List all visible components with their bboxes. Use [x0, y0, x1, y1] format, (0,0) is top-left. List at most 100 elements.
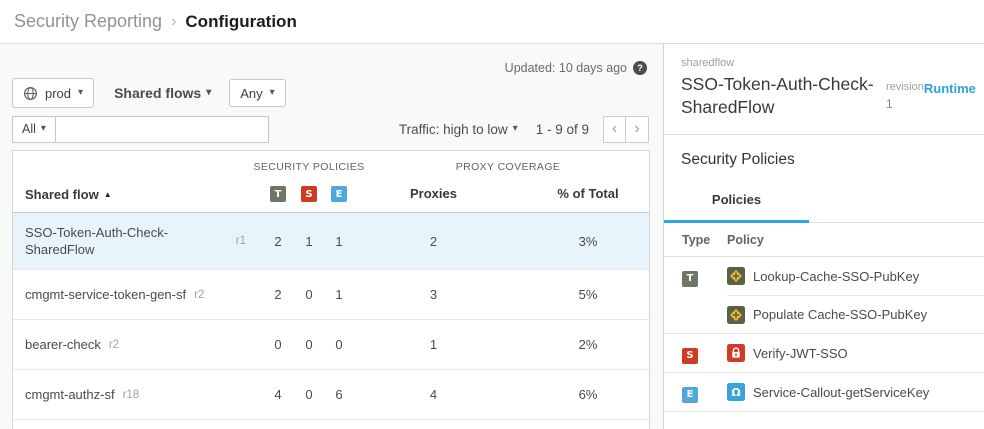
e-count: 0: [335, 337, 343, 352]
search-input[interactable]: [55, 116, 268, 142]
revision-caption: revision: [886, 81, 924, 93]
traffic-sort-label: Traffic: high to low: [398, 121, 508, 137]
policy-name: Verify-JWT-SSO: [753, 345, 848, 361]
report-list-panel: Updated: 10 days ago ? prod ▾ Shared flo…: [0, 44, 663, 429]
proxies-count: 3: [429, 287, 438, 302]
environment-value: prod: [45, 85, 72, 101]
any-filter-label: Any: [240, 85, 263, 101]
chevron-down-icon: ▾: [40, 123, 46, 134]
environment-dropdown[interactable]: prod ▾: [12, 78, 95, 108]
t-count: 4: [274, 387, 282, 402]
search-scope-label: All: [22, 122, 36, 136]
t-count: 2: [274, 233, 282, 249]
revision-label: r2: [108, 338, 120, 351]
table-row[interactable]: bearer-check r2 0 0 0 1 2%: [13, 320, 649, 370]
revision-value: 1: [886, 97, 893, 111]
search-scope-dropdown[interactable]: All ▾: [13, 116, 56, 142]
chevron-down-icon: ▾: [78, 87, 84, 98]
policy-name: Lookup-Cache-SSO-PubKey: [753, 268, 920, 284]
pct-of-total: 6%: [578, 387, 598, 402]
shared-flow-name: cmgmt-service-token-gen-sf: [25, 287, 187, 302]
e-count: 1: [335, 287, 343, 302]
policy-name: Populate Cache-SSO-PubKey: [753, 307, 928, 322]
revision-label: r1: [235, 235, 246, 247]
policy-group: T Lookup-Cache-SSO-PubKey: [664, 257, 984, 334]
extension-badge-icon: E: [331, 186, 347, 202]
table-row[interactable]: cmgmt-authz-sf r18 4 0 6 4 6%: [13, 370, 649, 420]
lock-policy-icon: [727, 344, 745, 362]
entity-type-label: Shared flows: [114, 85, 202, 101]
proxies-count: 2: [429, 233, 438, 249]
search-combo: All ▾: [12, 115, 269, 143]
policy-row: Ω Service-Callout-getServiceKey: [727, 373, 984, 411]
s-count: 0: [305, 337, 313, 352]
breadcrumb: Security Reporting › Configuration: [0, 0, 984, 44]
table-row[interactable]: SSO-Token-Auth-Check-SharedFlow r1 2 1 1…: [13, 213, 649, 270]
traffic-sort-dropdown[interactable]: Traffic: high to low ▾: [399, 122, 518, 137]
column-pct-of-total: % of Total: [557, 186, 619, 201]
t-count: 0: [274, 337, 282, 352]
extension-badge-icon: E: [682, 386, 698, 403]
svg-text:Ω: Ω: [731, 386, 741, 399]
breadcrumb-parent-link[interactable]: Security Reporting: [14, 11, 163, 31]
breadcrumb-separator: ›: [171, 13, 177, 30]
detail-panel: sharedflow SSO-Token-Auth-Check-SharedFl…: [663, 44, 984, 429]
pct-of-total: 5%: [578, 287, 598, 302]
shared-flows-table: SECURITY POLICIES PROXY COVERAGE Shared …: [12, 150, 650, 429]
security-badge-icon: S: [682, 347, 698, 364]
traffic-mgmt-badge-icon: T: [682, 270, 698, 287]
next-page-button[interactable]: ›: [626, 115, 649, 143]
detail-tabs: Policies: [664, 186, 984, 223]
policy-group: E Ω Service-Callout-getServiceKey: [664, 373, 984, 412]
policy-row: Verify-JWT-SSO: [727, 334, 984, 372]
column-shared-flow[interactable]: Shared flow: [25, 186, 99, 202]
security-policies-group-header: SECURITY POLICIES: [253, 161, 365, 173]
pct-of-total: 2%: [578, 337, 598, 352]
e-count: 6: [335, 387, 343, 402]
pagination-controls: ‹ ›: [603, 115, 649, 143]
security-badge-icon: S: [301, 186, 317, 202]
any-filter-dropdown[interactable]: Any ▾: [229, 79, 286, 107]
chevron-down-icon: ▾: [269, 87, 275, 98]
globe-icon: [23, 86, 38, 100]
revision-label: r18: [122, 388, 140, 401]
table-row[interactable]: cmgmt-service-token-gen-sf r2 2 0 1 3 5%: [13, 270, 649, 320]
proxies-count: 1: [429, 337, 438, 352]
entity-type-dropdown[interactable]: Shared flows ▾: [114, 85, 211, 101]
chevron-down-icon: ▾: [206, 87, 212, 98]
runtime-link[interactable]: Runtime: [923, 81, 976, 96]
proxies-count: 4: [429, 387, 438, 402]
sort-ascending-icon: ▲: [103, 189, 112, 199]
cache-policy-icon: [727, 267, 745, 285]
s-count: 1: [305, 233, 313, 249]
policy-group: S Verify-JWT-SSO: [664, 334, 984, 373]
security-policies-section-title: Security Policies: [681, 151, 795, 168]
policy-name: Service-Callout-getServiceKey: [753, 384, 930, 400]
policy-row: Populate Cache-SSO-PubKey: [727, 295, 984, 333]
revision-label: r2: [194, 288, 205, 301]
cache-policy-icon: [727, 305, 745, 324]
page-title: Configuration: [185, 11, 297, 31]
detail-title: SSO-Token-Auth-Check-SharedFlow: [681, 74, 874, 117]
policy-table-header: Type Policy: [664, 223, 984, 257]
shared-flow-name: bearer-check: [25, 337, 101, 352]
tab-policies[interactable]: Policies: [664, 192, 809, 223]
column-type: Type: [682, 232, 711, 247]
policy-row: Lookup-Cache-SSO-PubKey: [727, 257, 984, 295]
previous-page-button[interactable]: ‹: [603, 115, 626, 143]
e-count: 1: [335, 233, 343, 249]
proxy-coverage-group-header: PROXY COVERAGE: [455, 161, 561, 173]
shared-flow-name: SSO-Token-Auth-Check-SharedFlow: [25, 225, 169, 257]
pct-of-total: 3%: [578, 233, 598, 249]
shared-flow-name: cmgmt-authz-sf: [25, 387, 115, 402]
help-icon[interactable]: ?: [633, 61, 647, 75]
s-count: 0: [305, 287, 313, 302]
service-callout-policy-icon: Ω: [727, 383, 745, 401]
s-count: 0: [305, 387, 313, 402]
column-policy: Policy: [727, 232, 764, 247]
entity-type-caption: sharedflow: [681, 57, 735, 69]
t-count: 2: [274, 287, 282, 302]
traffic-mgmt-badge-icon: T: [270, 186, 286, 202]
table-header: SECURITY POLICIES PROXY COVERAGE Shared …: [13, 151, 649, 213]
updated-status: Updated: 10 days ago ?: [505, 61, 647, 75]
